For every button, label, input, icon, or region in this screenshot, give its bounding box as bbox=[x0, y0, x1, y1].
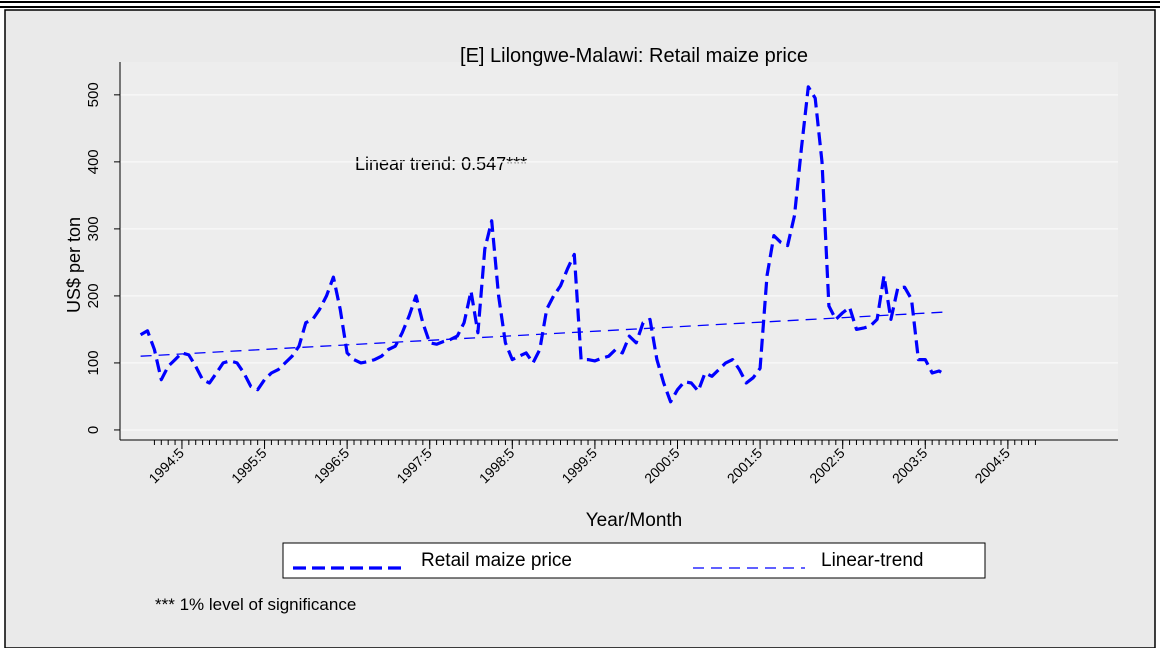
y-tick-label: 500 bbox=[85, 82, 102, 107]
plot-area bbox=[120, 62, 1118, 440]
y-tick-label: 0 bbox=[85, 426, 102, 434]
data-line bbox=[140, 311, 946, 357]
legend-label: Retail maize price bbox=[421, 550, 572, 571]
y-tick-label: 200 bbox=[85, 283, 102, 308]
legend-label: Linear-trend bbox=[821, 550, 923, 571]
chart-title: [E] Lilongwe-Malawi: Retail maize price bbox=[460, 45, 808, 67]
y-axis-title: US$ per ton bbox=[64, 217, 84, 313]
x-axis-title: Year/Month bbox=[586, 510, 682, 531]
y-tick-label: 300 bbox=[85, 216, 102, 241]
data-line bbox=[139, 85, 947, 404]
legend bbox=[282, 542, 986, 579]
y-tick-label: 400 bbox=[85, 149, 102, 174]
annotation: Linear trend: 0.547*** bbox=[355, 154, 527, 174]
y-tick-label: 100 bbox=[85, 350, 102, 375]
footnote: *** 1% level of significance bbox=[155, 595, 356, 614]
